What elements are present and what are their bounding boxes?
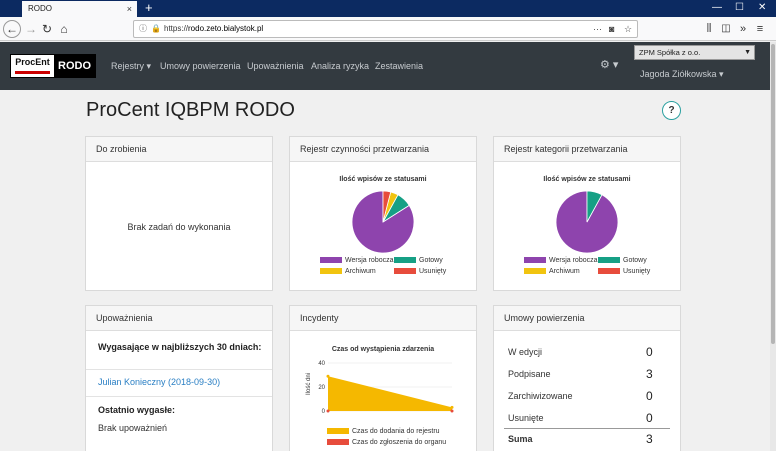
expiring-label: Wygasające w najbliższych 30 dniach: <box>98 342 262 352</box>
user-menu[interactable]: Jagoda Ziółkowska ▾ <box>640 69 724 79</box>
browser-tab-bar: RODO × + — ☐ ✕ <box>0 0 776 17</box>
area-chart: Ilość dni 0 20 40 <box>306 361 454 415</box>
card-rejestr-kategorii-title: Rejestr kategorii przetwarzania <box>494 137 680 162</box>
stat-label: Zarchiwizowane <box>508 391 573 401</box>
card-umowy: Umowy powierzenia W edycji 0 Podpisane 3 Zar… <box>493 305 681 451</box>
procent-rodo-logo[interactable]: ProcEnt RODO <box>10 54 96 78</box>
data-point[interactable] <box>450 405 454 409</box>
company-select[interactable]: ZPM Spółka z o.o. ▼ <box>634 45 755 60</box>
pocket-icon[interactable]: ◙ <box>609 24 615 34</box>
reload-icon[interactable]: ↻ <box>41 22 53 36</box>
expired-empty-message: Brak upoważnień <box>98 423 168 433</box>
legend-item: Gotowy <box>394 257 443 264</box>
logo-procent: ProcEnt <box>11 55 54 77</box>
gear-icon[interactable]: ⚙ ▾ <box>600 59 619 71</box>
page-title: ProCent IQBPM RODO <box>86 99 295 121</box>
menu-zestawienia[interactable]: Zestawienia <box>375 61 424 71</box>
stat-row-total: Suma 3 <box>508 432 653 446</box>
new-tab-icon[interactable]: + <box>145 0 153 15</box>
menu-icon[interactable]: ≡ <box>756 23 764 35</box>
legend-item: Wersja robocza <box>320 257 394 264</box>
tab-title: RODO <box>28 4 52 13</box>
page-actions-icon[interactable]: ··· <box>593 24 602 34</box>
stat-value: 3 <box>646 367 653 381</box>
stat-row: Zarchiwizowane 0 <box>508 389 658 403</box>
legend-item: Archiwum <box>320 268 376 275</box>
expiring-item-link[interactable]: Julian Konieczny (2018-09-30) <box>98 377 221 387</box>
card-rejestr-czynnosci: Rejestr czynności przetwarzania Ilość wp… <box>289 136 477 291</box>
home-icon[interactable]: ⌂ <box>60 22 68 36</box>
card-rejestr-czynnosci-title: Rejestr czynności przetwarzania <box>290 137 476 162</box>
pie-slice-wersja-robocza[interactable] <box>351 190 415 254</box>
expired-label: Ostatnio wygasłe: <box>98 405 176 415</box>
chevron-down-icon: ▼ <box>744 49 751 56</box>
forward-arrow-icon[interactable]: → <box>25 22 37 36</box>
stat-value: 0 <box>646 345 653 359</box>
data-point[interactable] <box>326 409 330 413</box>
help-button[interactable]: ? <box>662 101 681 120</box>
menu-upowaznienia[interactable]: Upoważnienia <box>247 61 304 71</box>
stat-row: W edycji 0 <box>508 345 658 359</box>
maximize-icon[interactable]: ☐ <box>735 2 744 13</box>
pie-chart <box>351 190 415 254</box>
card-umowy-title: Umowy powierzenia <box>494 306 680 331</box>
y-tick-label: 40 <box>318 361 325 367</box>
card-upowaznienia-title: Upoważnienia <box>86 306 272 331</box>
logo-rodo: RODO <box>58 60 91 72</box>
info-icon[interactable]: ⓘ <box>139 24 147 33</box>
chart-title: Ilość wpisów ze statusami <box>339 176 427 183</box>
menu-analiza-ryzyka[interactable]: Analiza ryzyka <box>311 61 370 71</box>
y-axis-label: Ilość dni <box>306 373 312 395</box>
legend-item: Usunięty <box>394 268 446 275</box>
legend-item: Gotowy <box>598 257 647 264</box>
legend-item: Wersja robocza <box>524 257 598 264</box>
todo-empty-message: Brak zadań do wykonania <box>127 222 231 232</box>
pie-chart <box>555 190 619 254</box>
data-point[interactable] <box>326 374 330 378</box>
url-text[interactable]: https://rodo.zeto.bialystok.pl <box>164 24 264 33</box>
stat-label: Usunięte <box>508 413 544 423</box>
card-incydenty: Incydenty Czas od wystąpienia zdarzenia … <box>289 305 477 451</box>
stat-row: Podpisane 3 <box>508 367 658 381</box>
browser-toolbar: ← → ↻ ⌂ ⓘ 🔒 https://rodo.zeto.bialystok.… <box>0 17 776 41</box>
overflow-icon[interactable]: » <box>739 23 747 35</box>
back-arrow-icon[interactable]: ← <box>3 20 21 38</box>
legend-item: Usunięty <box>598 268 650 275</box>
card-upowaznienia: Upoważnienia Wygasające w najbliższych 3… <box>85 305 273 451</box>
card-incydenty-title: Incydenty <box>290 306 476 331</box>
legend-item: Czas do zgłoszenia do organu <box>327 439 446 446</box>
menu-umowy-powierzenia[interactable]: Umowy powierzenia <box>160 61 241 71</box>
close-window-icon[interactable]: ✕ <box>758 2 767 13</box>
y-tick-label: 20 <box>318 385 325 391</box>
minimize-icon[interactable]: — <box>712 2 722 13</box>
browser-tab[interactable]: RODO × <box>22 1 137 17</box>
card-todo-title: Do zrobienia <box>86 137 272 162</box>
menu-rejestry[interactable]: Rejestry ▾ <box>111 61 152 71</box>
library-icon[interactable]: ⫼ <box>706 23 712 34</box>
tab-close-icon[interactable]: × <box>126 4 132 14</box>
card-rejestr-kategorii: Rejestr kategorii przetwarzania Ilość wp… <box>493 136 681 291</box>
y-tick-label: 0 <box>322 409 326 415</box>
stat-value: 0 <box>646 411 653 425</box>
sidebar-icon[interactable]: ◫ <box>721 23 731 34</box>
pie-slice-usunięty[interactable] <box>382 190 392 223</box>
page-scrollbar[interactable] <box>770 42 776 451</box>
stat-row: Usunięte 0 <box>508 411 658 425</box>
card-todo: Do zrobienia Brak zadań do wykonania <box>85 136 273 291</box>
chart-title: Ilość wpisów ze statusami <box>543 176 631 183</box>
legend-item: Archiwum <box>524 268 580 275</box>
star-icon[interactable]: ☆ <box>624 24 633 34</box>
legend-item: Czas do dodania do rejestru <box>327 428 440 435</box>
url-bar[interactable]: ⓘ 🔒 https://rodo.zeto.bialystok.pl ··· ◙… <box>133 20 638 38</box>
stat-label: Podpisane <box>508 369 551 379</box>
stat-value: 0 <box>646 389 653 403</box>
lock-icon[interactable]: 🔒 <box>151 24 161 33</box>
stat-label: W edycji <box>508 347 543 357</box>
pie-slice-gotowy[interactable] <box>586 190 603 223</box>
data-point[interactable] <box>450 409 454 413</box>
area-series-0[interactable] <box>328 376 452 411</box>
chart-title: Czas od wystąpienia zdarzenia <box>331 346 435 353</box>
